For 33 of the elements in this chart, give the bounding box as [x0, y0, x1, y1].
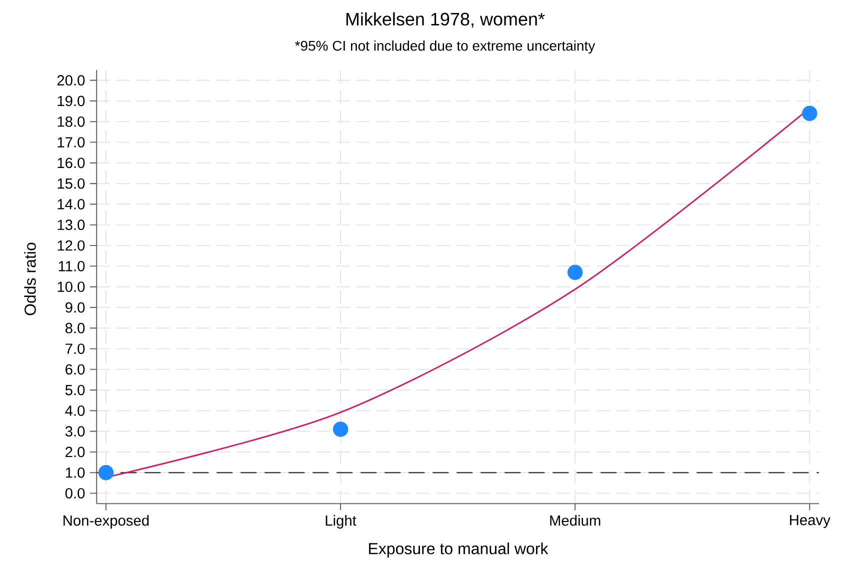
x-tick-label: Medium [550, 514, 600, 526]
chart-subtitle: *95% CI not included due to extreme uncertainty [295, 40, 596, 54]
y-tick-label: 1.0 [66, 467, 85, 478]
point [567, 264, 583, 280]
y-tick-label: 12.0 [58, 240, 85, 251]
x-tick-label: Heavy [790, 514, 830, 528]
y-tick-label: 11.0 [58, 260, 85, 272]
y-tick-label: 14.0 [58, 199, 85, 210]
point [332, 422, 348, 437]
y-tick-label: 3.0 [65, 426, 85, 437]
y-tick-label: 0.0 [65, 488, 85, 498]
y-axis-title: Odds ratio [24, 242, 36, 316]
y-tick-label: 17.0 [58, 137, 85, 148]
y-tick-label: 9.0 [66, 302, 85, 313]
y-tick-label: 10.0 [58, 282, 85, 292]
y-tick-label: 20.0 [57, 75, 85, 86]
y-tick-label: 7.0 [66, 344, 85, 354]
y-tick-label: 19.0 [58, 96, 85, 106]
y-tick-label: 13.0 [58, 220, 85, 230]
y-tick-label: 2.0 [66, 446, 85, 458]
y-tick-label: 6.0 [66, 364, 85, 375]
point [802, 106, 818, 121]
y-tick-label: 5.0 [65, 384, 85, 396]
y-tick-label: 8.0 [65, 322, 85, 334]
x-axis-title: Exposure to manual work [369, 542, 548, 558]
x-tick-label: Light [326, 514, 356, 529]
y-tick-label: 4.0 [65, 406, 85, 416]
chart-title: Mikkelsen 1978, women* [346, 12, 545, 28]
y-tick-label: 16.0 [58, 158, 85, 168]
y-tick-label: 15.0 [58, 178, 85, 189]
y-tick-label: 18.0 [58, 116, 85, 127]
x-tick-label: Non-exposed [64, 514, 149, 529]
point [98, 465, 114, 480]
